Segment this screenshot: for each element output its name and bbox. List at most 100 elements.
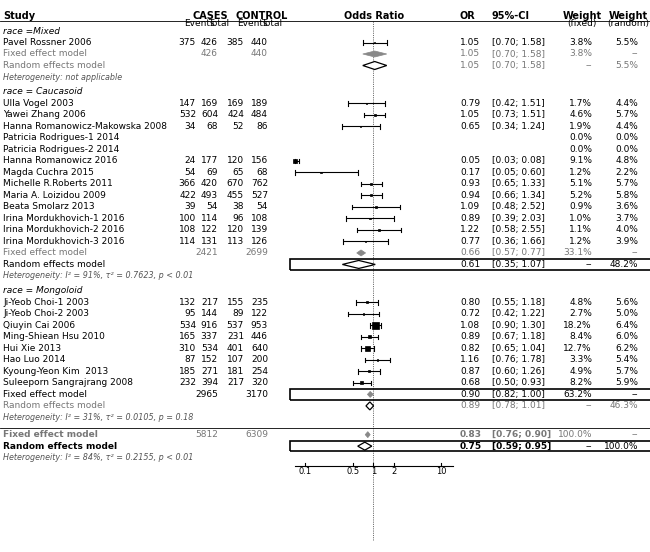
Bar [374, 114, 376, 116]
Text: 0.1: 0.1 [299, 467, 312, 476]
Text: 9.1%: 9.1% [569, 156, 592, 166]
Text: --: -- [586, 401, 592, 410]
Text: 0.89: 0.89 [460, 401, 480, 410]
Text: Heterogeneity: I² = 91%, τ² = 0.7623, p < 0.01: Heterogeneity: I² = 91%, τ² = 0.7623, p … [3, 272, 194, 280]
Text: [0.67; 1.18]: [0.67; 1.18] [492, 332, 545, 341]
Text: 0.0%: 0.0% [569, 145, 592, 154]
Text: 426: 426 [201, 50, 218, 59]
Text: Ulla Vogel 2003: Ulla Vogel 2003 [3, 99, 73, 108]
Bar [293, 159, 297, 163]
Text: 63.2%: 63.2% [564, 390, 592, 399]
Text: 422: 422 [179, 191, 196, 200]
Text: 87: 87 [185, 355, 196, 364]
Bar [360, 126, 361, 127]
Text: 100: 100 [179, 214, 196, 223]
Text: 54: 54 [207, 203, 218, 211]
Text: 916: 916 [201, 321, 218, 330]
Bar [369, 217, 370, 219]
Text: 5.2%: 5.2% [569, 191, 592, 200]
Text: 5.7%: 5.7% [615, 367, 638, 376]
Text: 2.7%: 2.7% [569, 310, 592, 319]
Polygon shape [358, 442, 372, 450]
Text: 122: 122 [251, 310, 268, 319]
Text: Random effects model: Random effects model [3, 442, 117, 450]
Text: 953: 953 [251, 321, 268, 330]
Text: Pavel Rossner 2006: Pavel Rossner 2006 [3, 38, 92, 47]
Text: 2699: 2699 [245, 248, 268, 257]
Text: --: -- [632, 50, 638, 59]
Text: [0.73; 1.51]: [0.73; 1.51] [492, 110, 545, 119]
Polygon shape [367, 391, 373, 397]
Text: 1.16: 1.16 [460, 355, 480, 364]
Text: --: -- [632, 430, 638, 439]
Text: [0.42; 1.22]: [0.42; 1.22] [492, 310, 545, 319]
Text: 604: 604 [201, 110, 218, 119]
Text: [0.70; 1.58]: [0.70; 1.58] [492, 50, 545, 59]
Text: [0.59; 0.95]: [0.59; 0.95] [492, 442, 551, 450]
Text: Fixed effect model: Fixed effect model [3, 390, 87, 399]
Text: --: -- [632, 248, 638, 257]
Text: 86: 86 [257, 122, 268, 131]
Text: 96: 96 [233, 214, 244, 223]
Text: 0.82: 0.82 [460, 344, 480, 353]
Text: 1.2%: 1.2% [569, 237, 592, 246]
Text: 493: 493 [201, 191, 218, 200]
Text: 39: 39 [185, 203, 196, 211]
Bar [375, 206, 376, 208]
Text: 5.7%: 5.7% [615, 110, 638, 119]
Text: [0.60; 1.26]: [0.60; 1.26] [492, 367, 545, 376]
Text: 217: 217 [227, 379, 244, 388]
Text: 114: 114 [201, 214, 218, 223]
Text: 420: 420 [201, 179, 218, 188]
Text: 394: 394 [201, 379, 218, 388]
Bar [363, 313, 365, 315]
Text: Beata Smolarz 2013: Beata Smolarz 2013 [3, 203, 95, 211]
Text: Hao Luo 2014: Hao Luo 2014 [3, 355, 66, 364]
Text: [0.78; 1.01]: [0.78; 1.01] [492, 401, 545, 410]
Text: Study: Study [3, 11, 35, 21]
Text: 366: 366 [179, 179, 196, 188]
Text: 534: 534 [179, 321, 196, 330]
Text: Total: Total [209, 19, 229, 28]
Text: 1.05: 1.05 [460, 61, 480, 70]
Text: 177: 177 [201, 156, 218, 166]
Text: 320: 320 [251, 379, 268, 388]
Text: 46.3%: 46.3% [610, 401, 638, 410]
Text: 1.2%: 1.2% [569, 168, 592, 177]
Text: 69: 69 [207, 168, 218, 177]
Text: 0.93: 0.93 [460, 179, 480, 188]
Text: 4.4%: 4.4% [616, 122, 638, 131]
Text: 165: 165 [179, 332, 196, 341]
Text: 48.2%: 48.2% [610, 260, 638, 269]
Text: Weight: Weight [562, 11, 601, 21]
Text: 113: 113 [227, 237, 244, 246]
Text: 1.05: 1.05 [460, 110, 480, 119]
Text: 107: 107 [227, 355, 244, 364]
Text: Qiuyin Cai 2006: Qiuyin Cai 2006 [3, 321, 75, 330]
Text: 426: 426 [201, 38, 218, 47]
Text: [0.76; 1.78]: [0.76; 1.78] [492, 355, 545, 364]
Text: 0.0%: 0.0% [615, 145, 638, 154]
Text: 375: 375 [179, 38, 196, 47]
Text: 670: 670 [227, 179, 244, 188]
Text: 114: 114 [179, 237, 196, 246]
Text: [0.48; 2.52]: [0.48; 2.52] [492, 203, 545, 211]
Text: 4.8%: 4.8% [569, 298, 592, 307]
Text: Irina Mordukhovich-2 2016: Irina Mordukhovich-2 2016 [3, 225, 124, 235]
Text: 762: 762 [251, 179, 268, 188]
Text: 38: 38 [233, 203, 244, 211]
Text: 0.0%: 0.0% [615, 134, 638, 142]
Text: Irina Mordukhovich-1 2016: Irina Mordukhovich-1 2016 [3, 214, 125, 223]
Text: 3.8%: 3.8% [569, 38, 592, 47]
Text: 95: 95 [185, 310, 196, 319]
Text: 0.94: 0.94 [460, 191, 480, 200]
Text: [0.55; 1.18]: [0.55; 1.18] [492, 298, 545, 307]
Bar [369, 335, 371, 338]
Text: 185: 185 [179, 367, 196, 376]
Text: 537: 537 [227, 321, 244, 330]
Text: 455: 455 [227, 191, 244, 200]
Text: 424: 424 [227, 110, 244, 119]
Text: 155: 155 [227, 298, 244, 307]
Bar [365, 103, 367, 104]
Text: 232: 232 [179, 379, 196, 388]
